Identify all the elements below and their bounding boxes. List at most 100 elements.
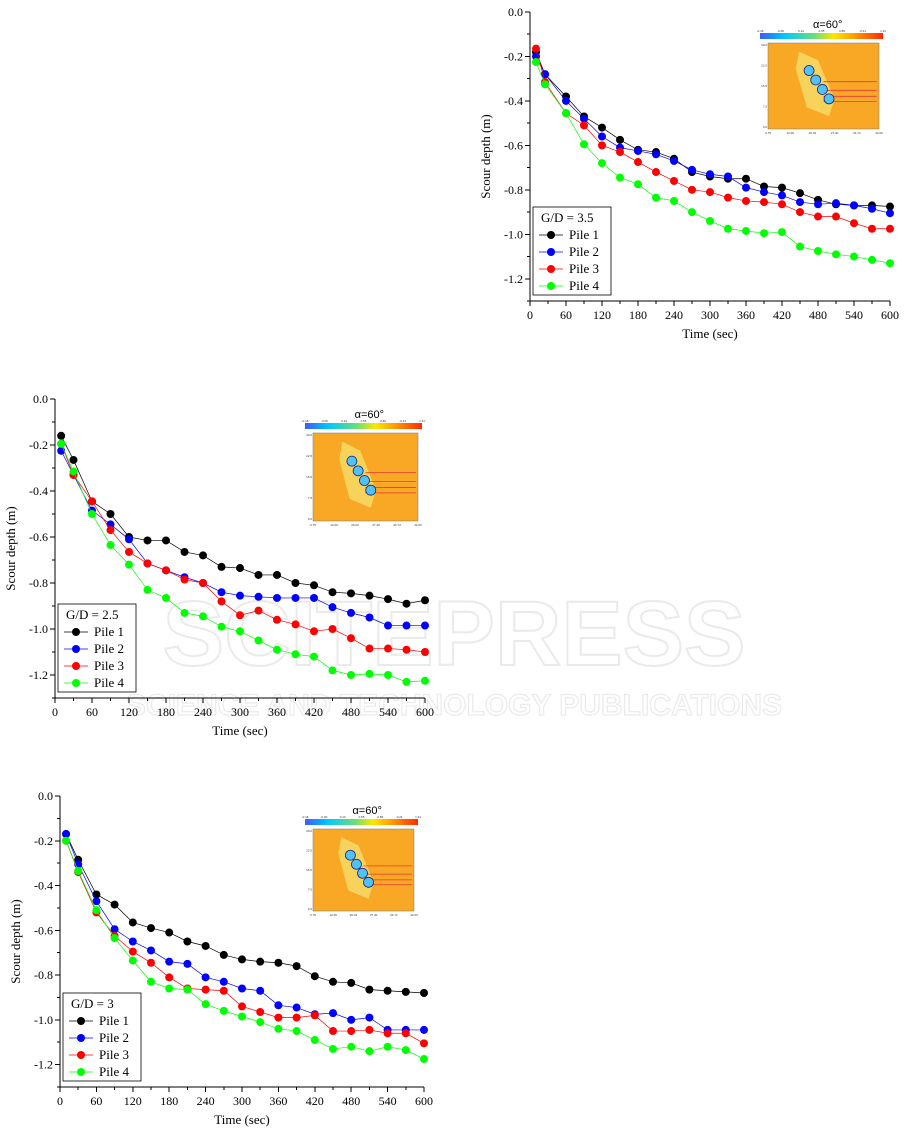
data-point (365, 613, 374, 622)
y-tick-label: 0.0 (33, 392, 48, 406)
legend: G/D = 2.5 Pile 1 Pile 2 Pile 3 Pile 4 (57, 603, 137, 693)
data-point (670, 176, 678, 185)
y-tick-label: -0.6 (504, 138, 523, 152)
legend-label: Pile 2 (94, 641, 124, 656)
data-point (254, 592, 263, 601)
data-point (347, 634, 355, 643)
data-point (401, 1029, 410, 1038)
data-point (541, 70, 549, 79)
inset-y-tick-label: 30.0 (761, 43, 767, 47)
y-tick-label: -1.0 (504, 227, 523, 241)
colorbar-tick-label: 0.14 (341, 419, 347, 423)
x-tick-label: 600 (416, 705, 434, 719)
x-axis-label: Time (sec) (682, 326, 738, 341)
inset-x-tick-label: 27.40 (831, 131, 839, 135)
data-point (238, 1012, 246, 1021)
data-point (742, 183, 750, 192)
data-point (365, 644, 374, 653)
colorbar-tick-label: 1.31 (419, 419, 425, 423)
data-point (310, 593, 318, 602)
data-point (562, 96, 570, 105)
data-point (652, 193, 660, 202)
watermark: SCITEPRESS SCIENCE AND TECHNOLOGY PUBLIC… (125, 582, 782, 723)
data-point (832, 250, 840, 259)
pile-marker (351, 858, 362, 870)
data-point (329, 1027, 337, 1036)
data-point (62, 830, 71, 839)
inset-y-tick-label: 0.0 (763, 125, 768, 129)
colorbar-tick-label: -0.21 (859, 29, 866, 33)
data-point (199, 551, 207, 560)
data-point (256, 1018, 265, 1027)
data-point (670, 156, 678, 165)
data-point (652, 150, 660, 159)
data-point (274, 958, 283, 967)
data-point (128, 937, 137, 946)
data-point (219, 950, 228, 959)
data-point (328, 588, 337, 597)
x-tick-label: 300 (701, 308, 719, 322)
data-point (402, 677, 411, 686)
data-point (778, 183, 786, 192)
x-tick-label: 0 (57, 1094, 63, 1108)
data-point (814, 246, 822, 255)
data-point (562, 109, 570, 118)
data-point (886, 209, 894, 218)
data-point (128, 918, 137, 927)
data-point (850, 219, 858, 228)
data-point (143, 585, 152, 594)
data-point (254, 570, 263, 579)
data-point (165, 928, 174, 937)
x-tick-label: 360 (268, 705, 286, 719)
data-point (796, 198, 804, 207)
data-point (217, 622, 226, 631)
data-point (532, 58, 540, 67)
data-point (292, 1027, 301, 1036)
y-tick-label: -0.8 (29, 576, 48, 590)
data-point (128, 947, 137, 956)
data-point (217, 597, 226, 606)
data-point (199, 579, 207, 587)
legend-title: G/D = 2.5 (66, 607, 118, 622)
inset-x-tick-label: 20.02 (809, 131, 817, 135)
data-point (634, 158, 642, 167)
data-point (886, 259, 894, 268)
x-tick-label: 360 (737, 308, 755, 322)
legend-box (62, 992, 142, 1082)
legend-label: Pile 1 (94, 624, 124, 639)
x-tick-label: 480 (342, 1094, 360, 1108)
legend-label: Pile 3 (94, 658, 124, 673)
x-tick-label: 120 (124, 1094, 142, 1108)
inset-y-tick-label: 22.5 (306, 454, 312, 458)
legend-swatch-marker (77, 1017, 85, 1025)
inset-y-tick-label: 22.5 (761, 64, 767, 68)
legend-label: Pile 4 (569, 278, 599, 293)
data-point (291, 593, 300, 602)
legend-box (57, 603, 137, 693)
x-tick-label: 300 (231, 705, 249, 719)
colorbar-tick-label: 0.14 (798, 29, 804, 33)
data-point (688, 185, 696, 194)
data-point (421, 621, 429, 630)
legend-label: Pile 4 (99, 1064, 129, 1079)
y-tick-label: -1.2 (29, 668, 48, 682)
data-point (616, 135, 624, 144)
data-point (274, 1013, 283, 1022)
data-point (291, 650, 300, 659)
data-point (724, 224, 732, 233)
data-point (274, 1001, 283, 1010)
data-point (724, 193, 732, 202)
data-point (238, 1002, 246, 1011)
data-point (273, 615, 281, 624)
y-tick-label: -0.6 (29, 530, 48, 544)
colorbar-tick-label: -0.18 (302, 815, 309, 819)
x-tick-label: 60 (86, 705, 98, 719)
data-point (57, 431, 66, 440)
x-tick-label: 180 (157, 705, 175, 719)
data-point (742, 196, 750, 205)
colorbar-tick-label: -0.21 (396, 815, 403, 819)
data-point (238, 984, 246, 993)
data-point (365, 669, 374, 678)
data-point (402, 621, 411, 630)
data-point (236, 564, 244, 573)
